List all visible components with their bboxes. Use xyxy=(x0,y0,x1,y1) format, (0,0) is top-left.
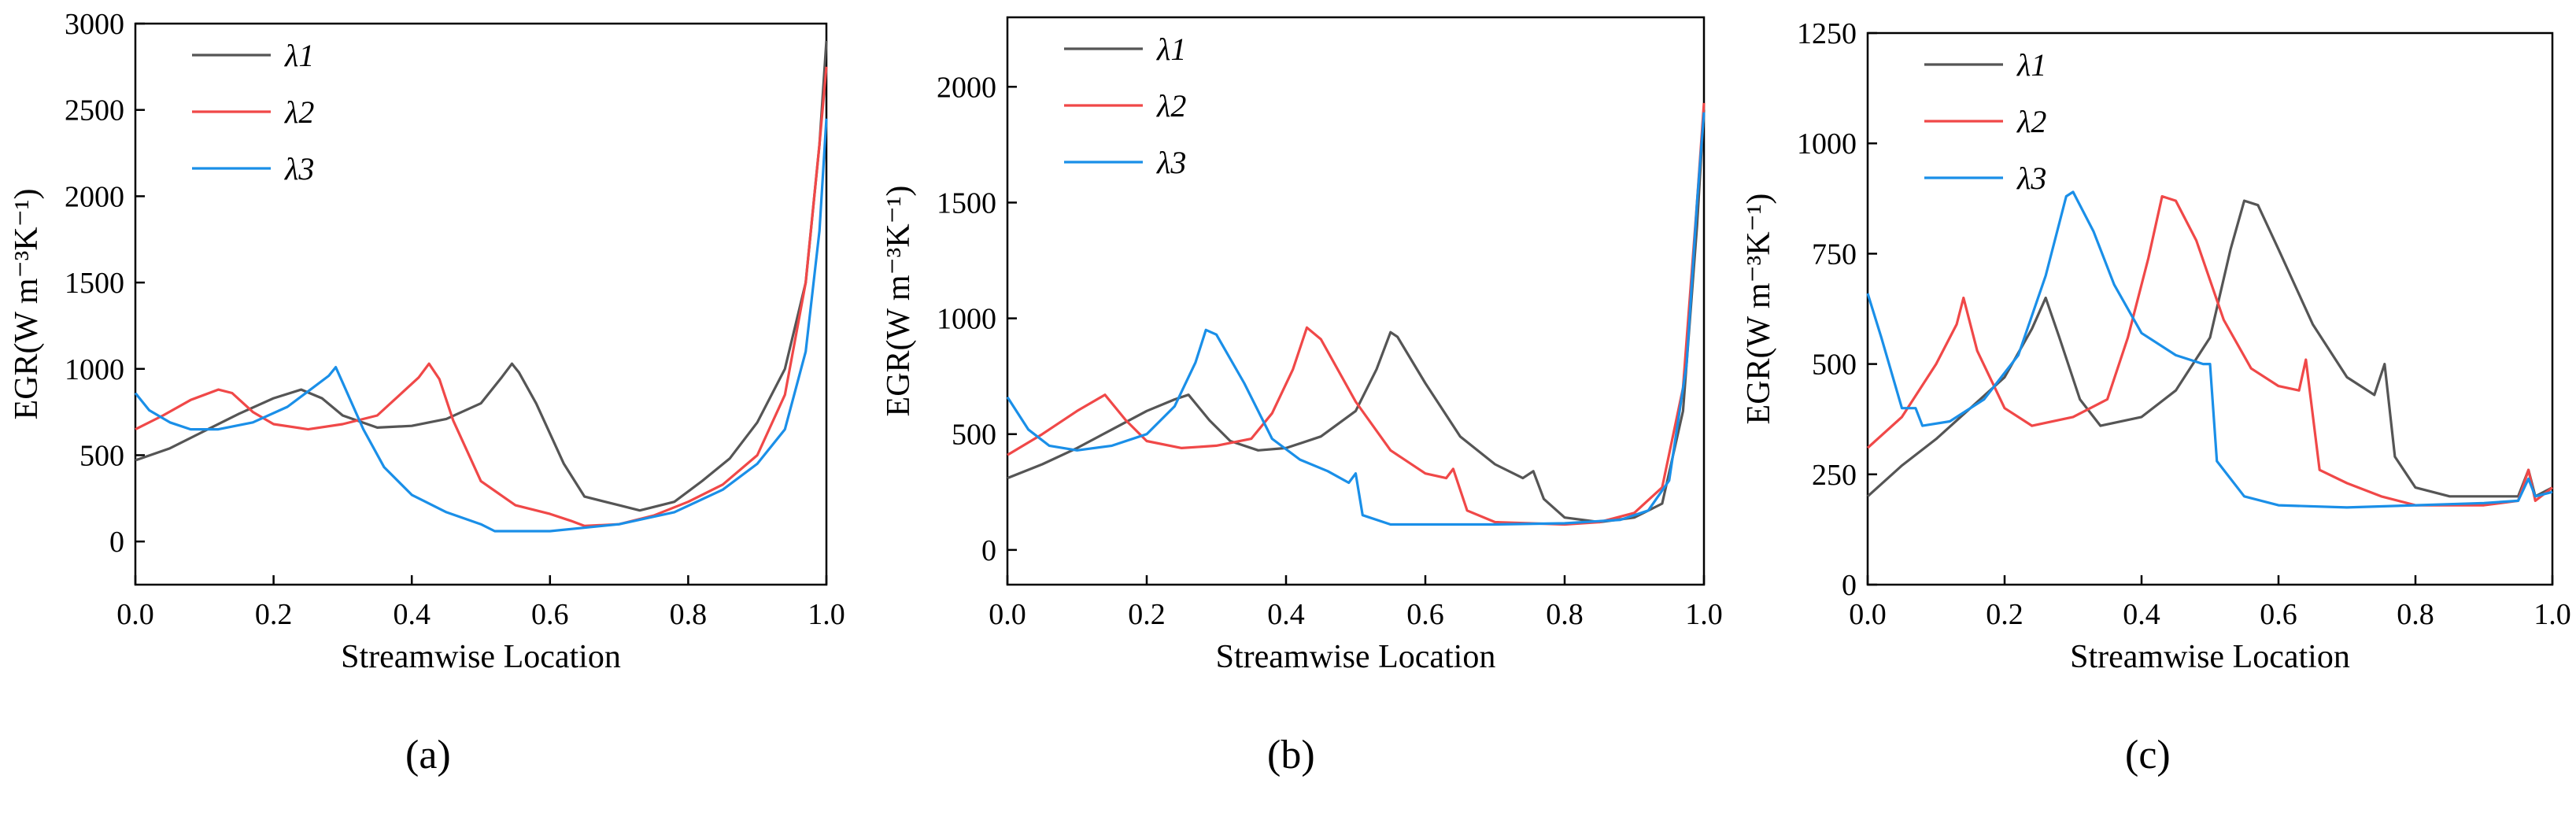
series-line-2 xyxy=(135,66,828,527)
y-tick-label: 500 xyxy=(952,419,996,452)
legend-label-3: λ3 xyxy=(1156,145,1186,180)
x-tick-label: 0.8 xyxy=(1546,598,1584,631)
y-tick-label: 250 xyxy=(1812,459,1857,492)
x-tick-label: 0.4 xyxy=(393,598,431,631)
x-tick-label: 1.0 xyxy=(2533,598,2571,631)
series-line-1 xyxy=(135,40,828,512)
y-tick-label: 500 xyxy=(1812,349,1857,382)
x-tick-label: 0.0 xyxy=(1849,598,1887,631)
plot-frame xyxy=(134,22,828,586)
y-axis-label: EGR(W m⁻³K⁻¹) xyxy=(9,189,45,420)
chart-panel-a: 0.0 0.2 0.4 0.6 0.8 1.0 0 500 1000 1500 2000 2500 30… xyxy=(9,8,845,675)
x-tick-label: 0.0 xyxy=(116,598,154,631)
panel-label-c: (c) xyxy=(2125,733,2171,777)
legend-label-3: λ3 xyxy=(2016,161,2046,196)
legend-label-1: λ1 xyxy=(284,38,314,73)
y-tick-label: 0 xyxy=(1842,569,1857,602)
plot-frame xyxy=(1866,31,2554,586)
x-tick-label: 0.4 xyxy=(2123,598,2160,631)
legend-label-2: λ2 xyxy=(284,94,314,130)
y-tick-label: 1500 xyxy=(65,267,124,300)
x-tick-label: 0.0 xyxy=(989,598,1026,631)
chart-panel-c: 0.0 0.2 0.4 0.6 0.8 1.0 0 250 500 750 1000 1250 Stre… xyxy=(1741,17,2571,675)
y-axis-label: EGR(W m⁻³K⁻¹) xyxy=(881,186,917,417)
series-line-3 xyxy=(1006,112,1706,526)
y-tick-label: 500 xyxy=(79,439,124,472)
x-tick-label: 1.0 xyxy=(1685,598,1723,631)
x-tick-label: 0.8 xyxy=(670,598,708,631)
x-tick-label: 0.6 xyxy=(1406,598,1444,631)
y-tick-label: 1000 xyxy=(65,353,124,386)
legend-label-3: λ3 xyxy=(284,151,314,186)
y-tick-label: 1500 xyxy=(937,186,996,220)
x-tick-label: 0.2 xyxy=(255,598,293,631)
legend-label-1: λ1 xyxy=(1156,31,1186,67)
series-line-3 xyxy=(1866,190,2553,509)
y-tick-label: 1000 xyxy=(1797,127,1857,161)
series-line-1 xyxy=(1866,199,2553,498)
series-line-2 xyxy=(1007,102,1706,526)
legend-label-2: λ2 xyxy=(2016,104,2046,139)
panel-label-a: (a) xyxy=(405,733,451,777)
series-line-2 xyxy=(1866,194,2553,507)
y-tick-label: 0 xyxy=(981,534,996,567)
x-tick-label: 0.2 xyxy=(1128,598,1166,631)
panel-label-b: (b) xyxy=(1267,733,1315,777)
y-tick-label: 1250 xyxy=(1797,17,1857,50)
x-tick-label: 0.8 xyxy=(2397,598,2434,631)
y-axis-label: EGR(W m⁻³K⁻¹) xyxy=(1741,194,1777,425)
plot-frame xyxy=(1006,16,1706,586)
x-tick-label: 0.4 xyxy=(1267,598,1305,631)
series-line-1 xyxy=(1007,109,1706,524)
series-line-3 xyxy=(134,118,828,533)
x-tick-label: 0.6 xyxy=(2260,598,2297,631)
y-tick-label: 2500 xyxy=(65,94,124,127)
y-tick-label: 1000 xyxy=(937,303,996,336)
legend-label-2: λ2 xyxy=(1156,88,1186,124)
y-tick-label: 0 xyxy=(109,526,124,559)
x-axis-label: Streamwise Location xyxy=(1216,639,1496,675)
y-tick-label: 750 xyxy=(1812,238,1857,271)
x-axis-label: Streamwise Location xyxy=(2070,639,2350,675)
chart-panel-b: 0.0 0.2 0.4 0.6 0.8 1.0 0 500 1000 1500 2000 Stream… xyxy=(881,16,1723,675)
y-tick-label: 2000 xyxy=(65,180,124,213)
y-tick-label: 2000 xyxy=(937,71,996,104)
x-tick-label: 0.6 xyxy=(531,598,569,631)
x-tick-label: 0.2 xyxy=(1986,598,2023,631)
legend-label-1: λ1 xyxy=(2016,47,2046,83)
x-axis-label: Streamwise Location xyxy=(341,639,621,675)
x-tick-label: 1.0 xyxy=(808,598,845,631)
y-tick-label: 3000 xyxy=(65,8,124,41)
